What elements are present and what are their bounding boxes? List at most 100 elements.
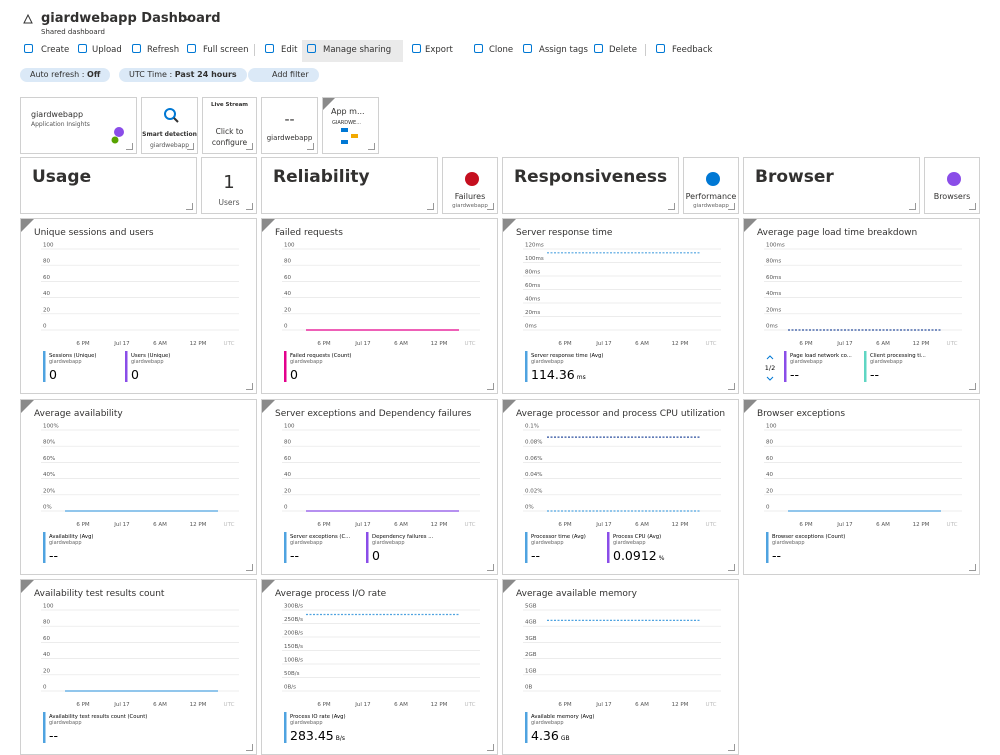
chart-tile[interactable]: Server response time 120ms 100ms 80ms 60ms 40… — [502, 218, 739, 394]
tile-title: Live Stream — [210, 102, 249, 108]
title-chevron[interactable] — [182, 14, 192, 22]
y-tick-label: 0B — [525, 685, 532, 691]
x-tick-label: UTC — [224, 702, 235, 708]
section-side-tile[interactable]: Browsers — [924, 157, 980, 214]
x-tick-label: 6 PM — [317, 341, 331, 347]
toolbar-button[interactable]: Create — [41, 45, 70, 55]
y-tick-label: 80 — [766, 440, 773, 446]
legend-value-number: -- — [290, 548, 299, 563]
x-tick-label: 6 AM — [153, 522, 167, 528]
chart-title: Average page load time breakdown — [757, 228, 917, 238]
chart-title: Failed requests — [275, 228, 343, 238]
app-tile[interactable]: giardwebapp Application Insights — [20, 97, 137, 154]
y-tick-label: 40 — [284, 472, 291, 478]
legend-source: giardwebapp — [531, 540, 564, 546]
chart-tile[interactable]: Unique sessions and users 100 80 60 40 20 0 6 P… — [20, 218, 257, 394]
tile-subtitle: Application Insights — [31, 121, 90, 128]
chart-tile[interactable]: Availability test results count 100 80 60 40… — [20, 579, 257, 755]
filter-value: Off — [87, 70, 101, 79]
legend-unit: GB — [561, 735, 570, 742]
legend-swatch — [607, 532, 610, 563]
y-tick-label: 100 — [766, 424, 777, 430]
chart-tile[interactable]: Average availability 100% 80% 60% 40% 20% 0% 6 … — [20, 399, 257, 575]
chart-tile[interactable]: Average processor and process CPU utiliz… — [502, 399, 739, 575]
metric-tile[interactable]: -- giardwebapp — [261, 97, 318, 154]
toolbar-button[interactable]: Manage sharing — [323, 45, 392, 55]
legend-source: giardwebapp — [290, 540, 323, 546]
legend-value-number: 4.36 — [531, 728, 559, 743]
toolbar-button[interactable]: Clone — [489, 45, 514, 55]
legend-name: Server exceptions (C... — [290, 534, 351, 540]
x-tick-label: UTC — [465, 341, 476, 347]
legend-swatch — [43, 712, 46, 743]
toolbar-button[interactable]: Edit — [281, 45, 298, 55]
chart-tile[interactable]: Average page load time breakdown 100ms 80m… — [743, 218, 980, 394]
x-tick-label: 12 PM — [913, 522, 930, 528]
section-tile[interactable]: Browser — [743, 157, 920, 214]
legend-value: 114.36 ms — [531, 367, 586, 382]
share-icon — [23, 13, 33, 24]
y-tick-label: 80ms — [766, 259, 781, 265]
toolbar-button[interactable]: Assign tags — [539, 45, 588, 55]
legend-source: giardwebapp — [790, 359, 823, 365]
legend-value: -- — [49, 548, 58, 563]
section-tile[interactable]: Reliability — [261, 157, 438, 214]
legend-swatch — [284, 351, 287, 382]
legend-unit: B/s — [336, 735, 345, 742]
chart-tile[interactable]: Browser exceptions 100 80 60 40 20 0 6 PM Jul 17… — [743, 399, 980, 575]
side-label: Users — [218, 198, 240, 207]
filter-pill[interactable]: UTC Time : Past 24 hours — [119, 68, 247, 82]
x-tick-label: Jul 17 — [354, 522, 371, 528]
dashboard-title: giardwebapp Dashboard — [41, 11, 221, 26]
add-filter[interactable]: Add filter — [248, 68, 319, 82]
section-side-tile[interactable]: 1 Users — [201, 157, 257, 214]
legend-source: giardwebapp — [531, 720, 564, 726]
smart-detection-tile[interactable]: Smart detection giardwebapp — [141, 97, 198, 154]
app-map-tile[interactable]: App m... GIARDWE... — [322, 97, 379, 154]
chart-tile[interactable]: Average process I/O rate 300B/s 250B/s 200B… — [261, 579, 498, 755]
legend-name: Processor time (Avg) — [531, 534, 586, 540]
y-tick-label: 100% — [43, 424, 59, 430]
corner — [744, 219, 757, 232]
x-tick-label: Jul 17 — [113, 341, 130, 347]
toolbar-button[interactable]: Refresh — [147, 45, 180, 55]
chart-title: Browser exceptions — [757, 409, 845, 419]
section-title: Responsiveness — [514, 167, 668, 187]
chart: Server exceptions and Dependency failure… — [262, 400, 480, 563]
chart-tile[interactable]: Average available memory 5GB 4GB 3GB 2GB 1GB 0… — [502, 579, 739, 755]
x-tick-label: 6 PM — [799, 522, 813, 528]
section-side-tile[interactable]: Performance giardwebapp — [683, 157, 739, 214]
x-tick-label: Jul 17 — [113, 522, 130, 528]
pager-up[interactable] — [766, 355, 774, 360]
y-tick-label: 50B/s — [284, 671, 300, 677]
chart-tile[interactable]: Server exceptions and Dependency failure… — [261, 399, 498, 575]
x-tick-label: 6 AM — [635, 702, 649, 708]
y-tick-label: 0 — [284, 505, 288, 511]
y-tick-label: 100 — [284, 424, 295, 430]
x-tick-label: Jul 17 — [595, 522, 612, 528]
chart-tile[interactable]: Failed requests 100 80 60 40 20 0 6 PM Jul 17 6 A… — [261, 218, 498, 394]
toolbar-button[interactable]: Delete — [609, 45, 637, 55]
toolbar-button[interactable]: Upload — [92, 45, 122, 55]
y-tick-label: 60% — [43, 456, 55, 462]
corner — [503, 580, 516, 593]
y-tick-label: 250B/s — [284, 617, 303, 623]
toolbar-button[interactable]: Export — [425, 45, 453, 55]
toolbar-button[interactable]: Full screen — [203, 45, 249, 55]
legend-swatch — [525, 532, 528, 563]
filter-pill[interactable]: Auto refresh : Off — [20, 68, 111, 82]
toolbar-button[interactable]: Feedback — [672, 45, 713, 55]
tile-title: Smart detection — [142, 131, 197, 138]
y-tick-label: 2GB — [525, 652, 537, 658]
chart-title: Unique sessions and users — [34, 228, 154, 238]
icon-shape — [706, 172, 720, 186]
section-side-tile[interactable]: Failures giardwebapp — [442, 157, 498, 214]
legend-value: -- — [772, 548, 781, 563]
pager-down[interactable] — [766, 376, 774, 381]
toolbar-icon — [474, 44, 483, 53]
section-tile[interactable]: Responsiveness — [502, 157, 679, 214]
toolbar-icon — [307, 44, 316, 53]
section-tile[interactable]: Usage — [20, 157, 197, 214]
live-stream-tile[interactable]: Live Stream Click to configure — [202, 97, 257, 154]
